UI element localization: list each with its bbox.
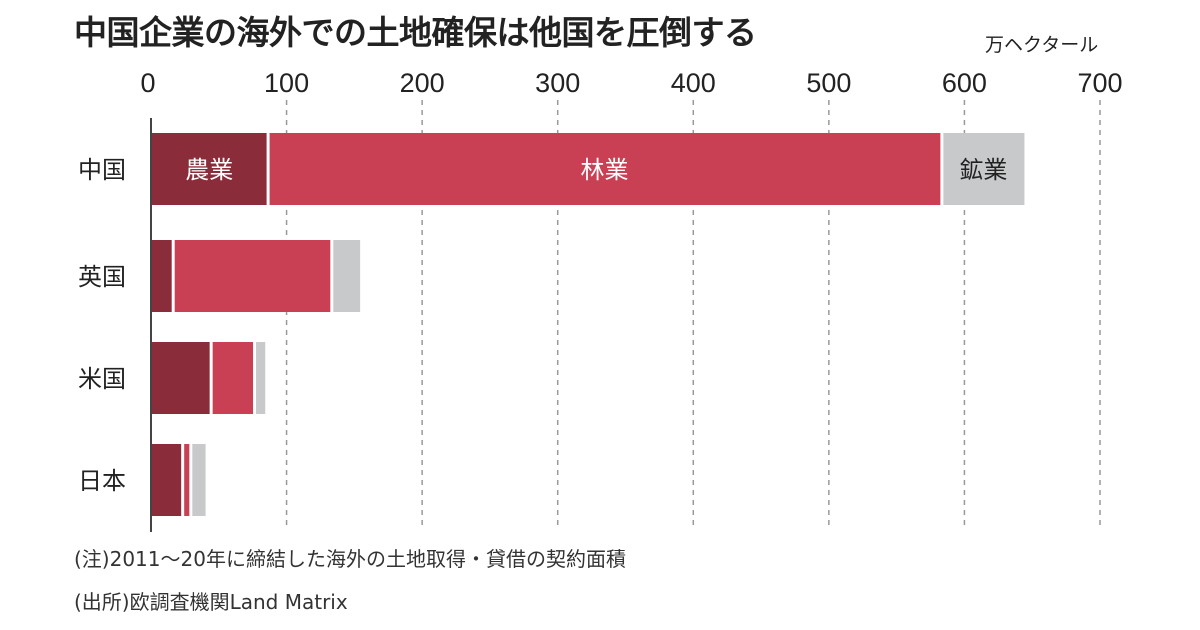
x-tick-label: 200 <box>400 68 445 98</box>
unit-label: 万ヘクタール <box>985 34 1099 56</box>
series-label: 林業 <box>580 156 628 184</box>
bar-林業 <box>212 342 254 414</box>
x-tick-label: 100 <box>264 68 309 98</box>
x-tick-label: 300 <box>535 68 580 98</box>
bar-農業 <box>151 133 267 205</box>
x-tick-label: 500 <box>806 68 851 98</box>
x-tick-label: 700 <box>1077 68 1122 98</box>
x-tick-label: 600 <box>942 68 987 98</box>
bar-鉱業 <box>192 444 206 516</box>
category-label: 中国 <box>78 156 126 184</box>
x-tick-label: 0 <box>140 68 155 98</box>
category-label: 日本 <box>78 467 126 495</box>
bar-鉱業 <box>256 342 266 414</box>
chart-title: 中国企業の海外での土地確保は他国を圧倒する <box>74 13 757 52</box>
bar-鉱業 <box>333 240 361 312</box>
series-label: 農業 <box>185 156 233 184</box>
bar-林業 <box>174 240 331 312</box>
bar-農業 <box>151 342 210 414</box>
bar-農業 <box>151 444 182 516</box>
bar-農業 <box>151 240 172 312</box>
series-label: 鉱業 <box>959 156 1007 184</box>
category-label: 英国 <box>78 263 126 291</box>
bar-林業 <box>184 444 190 516</box>
x-tick-label: 400 <box>671 68 716 98</box>
source-note: (出所)欧調査機関Land Matrix <box>74 590 348 614</box>
bar-鉱業 <box>943 133 1025 205</box>
bar-林業 <box>269 133 941 205</box>
category-label: 米国 <box>78 365 126 393</box>
footnote: (注)2011～20年に締結した海外の土地取得・貸借の契約面積 <box>74 547 626 571</box>
